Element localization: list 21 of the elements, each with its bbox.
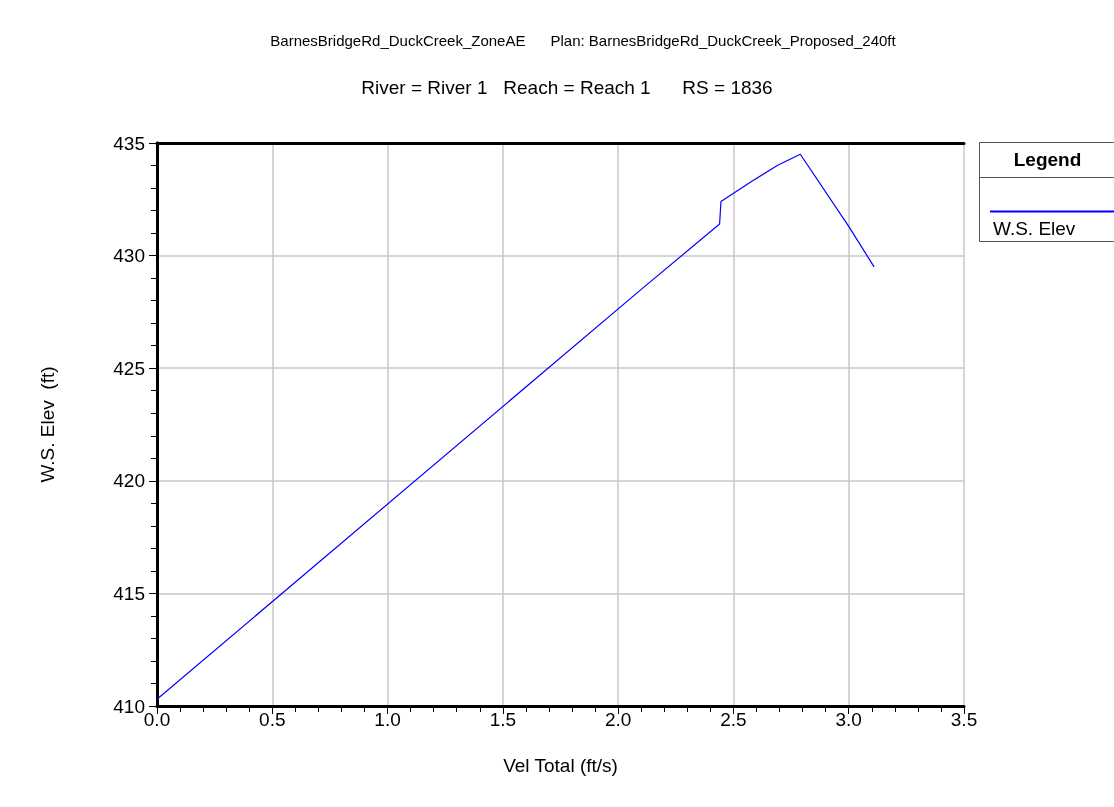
x-tick-label: 1.0 bbox=[374, 709, 401, 730]
chart-title: BarnesBridgeRd_DuckCreek_ZoneAE Plan: BarnesBridgeRd_DuckCreek_Proposed_240ft bbox=[270, 32, 897, 49]
chart-subtitle: River = River 1 Reach = Reach 1 RS = 1836 bbox=[361, 77, 773, 98]
x-tick-label: 3.0 bbox=[835, 709, 862, 730]
y-tick-label: 435 bbox=[113, 132, 145, 154]
y-tick-label: 415 bbox=[113, 582, 145, 604]
x-tick-label: 0.5 bbox=[259, 709, 286, 730]
x-tick-label: 3.5 bbox=[950, 709, 978, 730]
x-axis-title: Vel Total (ft/s) bbox=[503, 755, 618, 776]
x-tick-label: 2.5 bbox=[720, 709, 747, 730]
x-tick-label: 2.0 bbox=[604, 709, 632, 730]
y-tick-label: 420 bbox=[113, 470, 145, 492]
text: W.S. Elev bbox=[993, 218, 1076, 239]
x-tick-label: 0.0 bbox=[143, 709, 171, 730]
y-axis-title: W.S. Elev (ft) bbox=[37, 366, 58, 483]
legend-title: Legend bbox=[1013, 149, 1082, 170]
x-tick-label: 1.5 bbox=[489, 709, 517, 730]
y-tick-label: 410 bbox=[113, 695, 145, 717]
line-series bbox=[156, 153, 875, 700]
y-tick-label: 425 bbox=[113, 357, 145, 379]
y-tick-label: 430 bbox=[113, 245, 145, 267]
